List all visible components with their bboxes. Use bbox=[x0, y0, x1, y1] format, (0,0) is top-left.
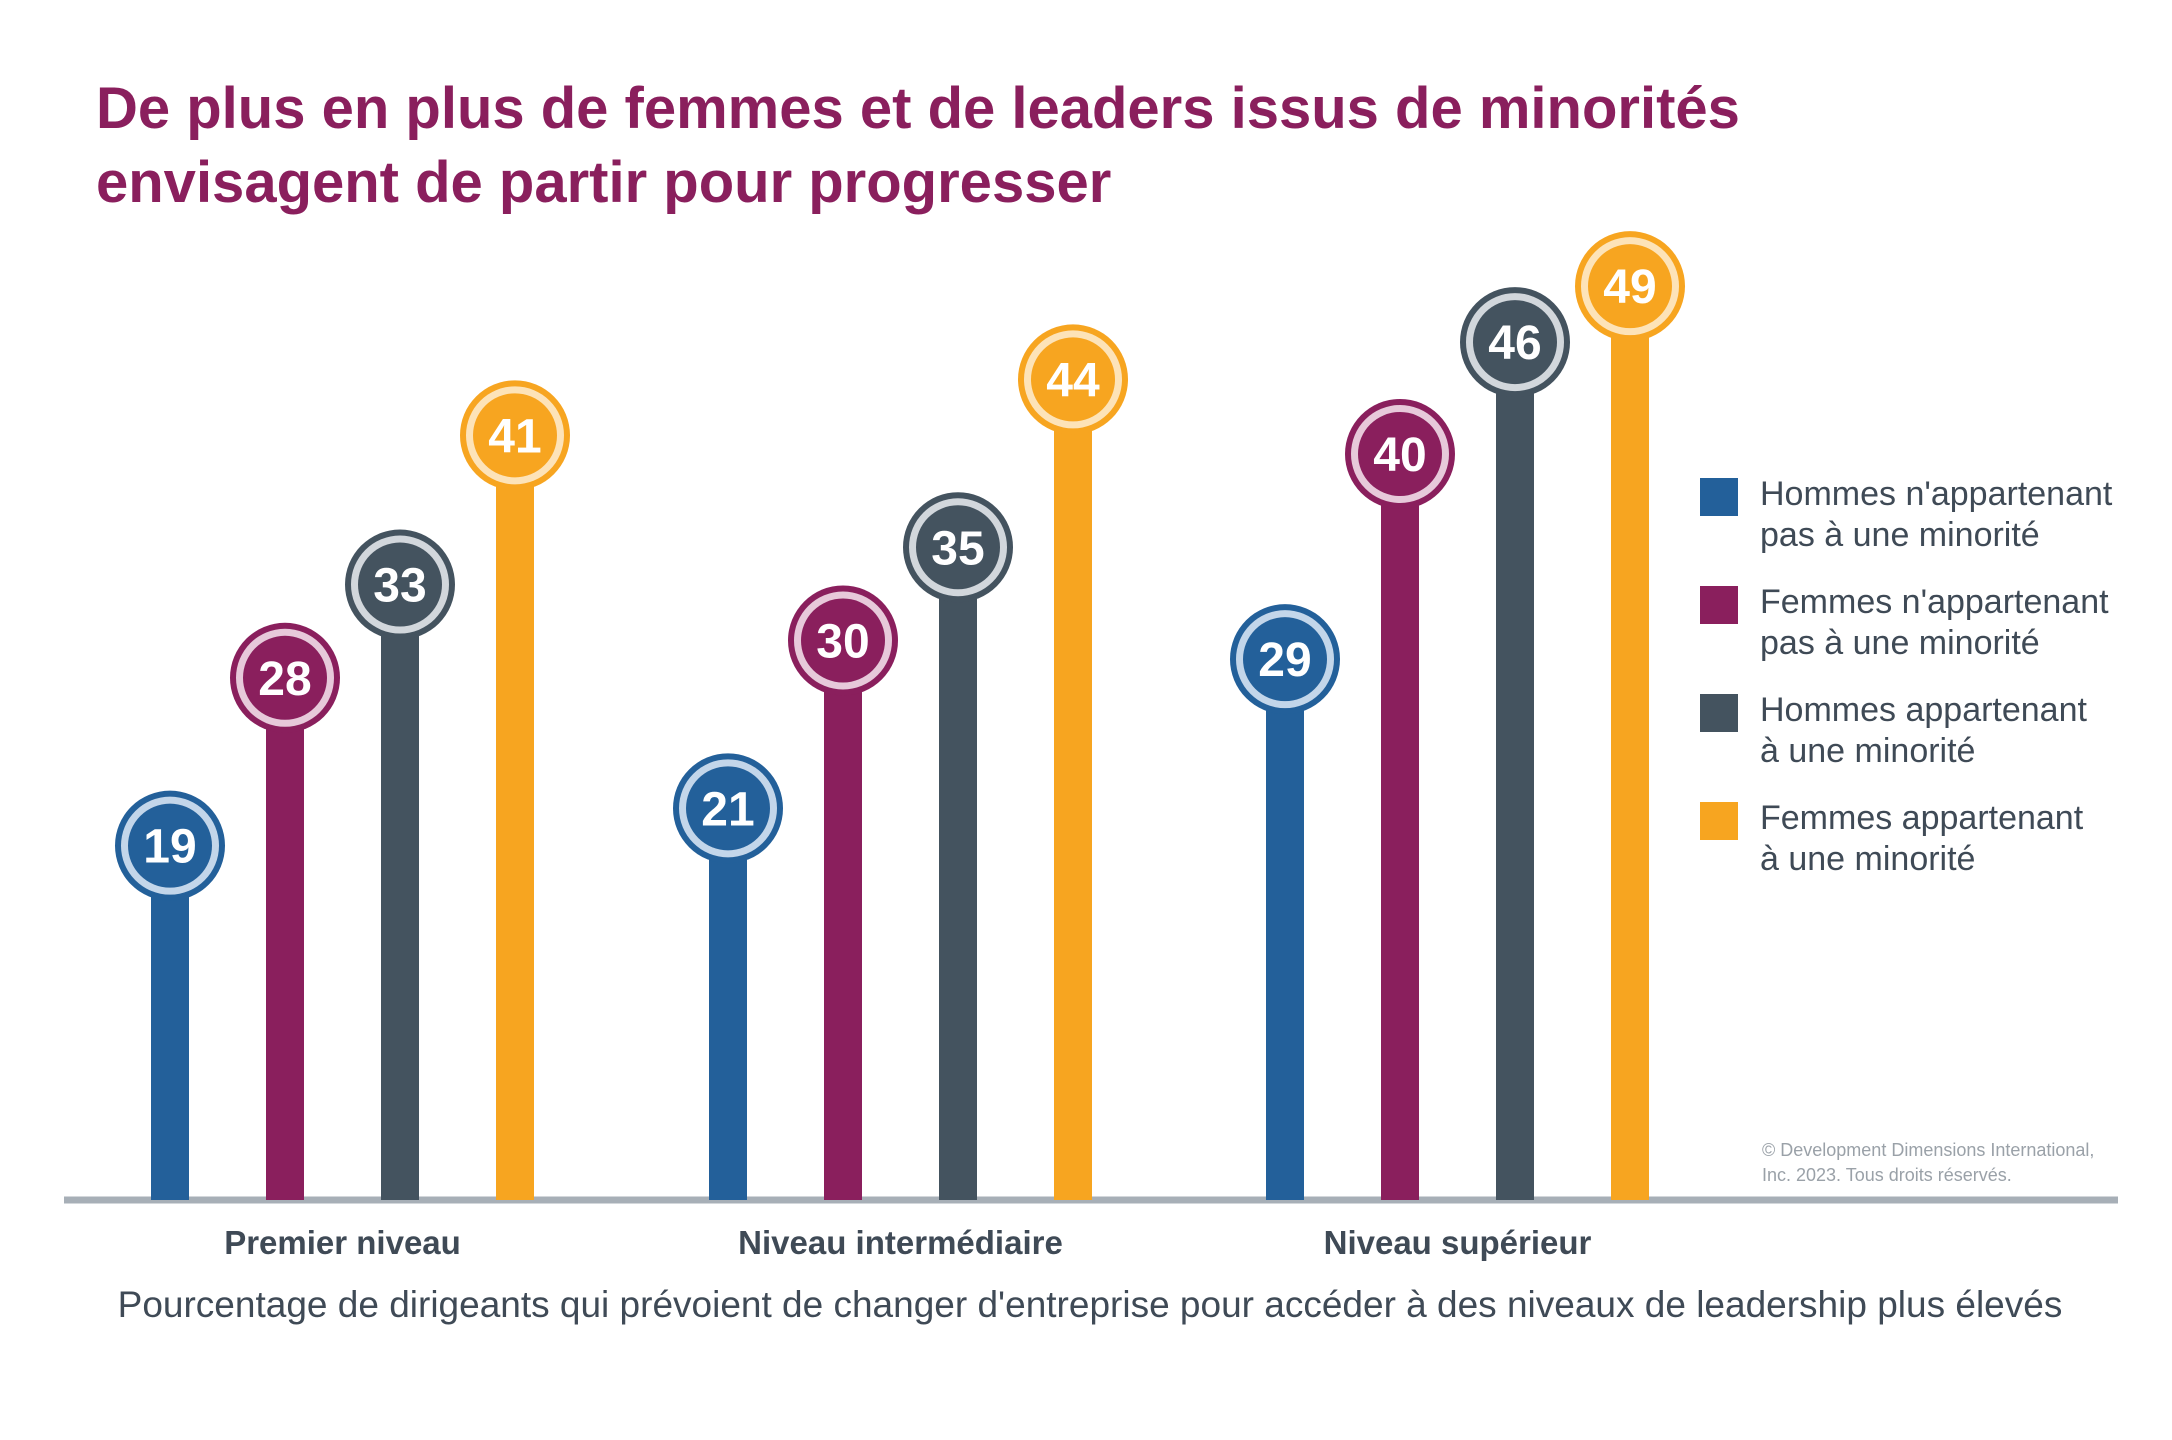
legend-item-femmes-non-minorite: Femmes n'appartenant pas à une minorité bbox=[1700, 582, 2140, 690]
legend-swatch bbox=[1700, 802, 1738, 840]
marker-core bbox=[1358, 412, 1442, 496]
bar-stem bbox=[496, 435, 534, 1201]
data-label: 49 bbox=[1603, 261, 1656, 314]
legend-swatch bbox=[1700, 586, 1738, 624]
legend-item-hommes-minorite: Hommes appartenant à une minorité bbox=[1700, 690, 2140, 798]
data-label: 40 bbox=[1373, 429, 1426, 482]
bar-stem bbox=[381, 584, 419, 1200]
data-label: 35 bbox=[931, 522, 984, 575]
data-label: 46 bbox=[1488, 317, 1541, 370]
legend-swatch bbox=[1700, 694, 1738, 732]
marker-core bbox=[473, 393, 557, 478]
bar-stem bbox=[1381, 454, 1419, 1200]
data-label: 41 bbox=[488, 410, 541, 463]
bar-stem bbox=[709, 808, 747, 1200]
bar-stem bbox=[1266, 659, 1304, 1200]
marker-core bbox=[1588, 244, 1672, 329]
bar-stem bbox=[824, 640, 862, 1200]
marker-core bbox=[358, 542, 442, 627]
data-label: 44 bbox=[1046, 354, 1100, 407]
copyright-line-1: © Development Dimensions International, bbox=[1762, 1140, 2095, 1160]
category-label: Premier niveau bbox=[224, 1224, 461, 1261]
data-label: 19 bbox=[143, 821, 196, 874]
bar-stem bbox=[151, 845, 189, 1200]
marker-core bbox=[801, 598, 885, 683]
legend-label: Hommes appartenant à une minorité bbox=[1760, 691, 2087, 770]
bar-stem bbox=[1496, 342, 1534, 1201]
chart-title-line-2: envisagent de partir pour progresser bbox=[96, 150, 1112, 215]
marker-core bbox=[1243, 617, 1327, 702]
marker-core bbox=[128, 803, 212, 888]
category-label: Niveau supérieur bbox=[1324, 1224, 1592, 1261]
data-label: 21 bbox=[701, 783, 754, 836]
bar-stem bbox=[1054, 379, 1092, 1200]
legend: Hommes n'appartenant pas à une minorité … bbox=[1700, 474, 2140, 906]
legend-item-hommes-non-minorite: Hommes n'appartenant pas à une minorité bbox=[1700, 474, 2140, 582]
data-label: 29 bbox=[1258, 634, 1311, 687]
chart-title: De plus en plus de femmes et de leaders … bbox=[96, 72, 2046, 220]
copyright-line-2: Inc. 2023. Tous droits réservés. bbox=[1762, 1165, 2012, 1185]
data-label: 28 bbox=[258, 653, 311, 706]
category-label: Niveau intermédiaire bbox=[738, 1224, 1063, 1261]
legend-item-femmes-minorite: Femmes appartenant à une minorité bbox=[1700, 798, 2140, 906]
data-label: 33 bbox=[373, 560, 426, 613]
marker-core bbox=[686, 766, 770, 851]
legend-swatch bbox=[1700, 478, 1738, 516]
marker-core bbox=[916, 505, 1000, 590]
legend-label: Hommes n'appartenant pas à une minorité bbox=[1760, 475, 2113, 554]
copyright-notice: © Development Dimensions International, … bbox=[1762, 1138, 2142, 1188]
marker-core bbox=[243, 635, 327, 720]
legend-label: Femmes n'appartenant pas à une minorité bbox=[1760, 583, 2109, 662]
data-label: 30 bbox=[816, 616, 869, 669]
marker-core bbox=[1473, 300, 1557, 385]
bar-stem bbox=[1611, 286, 1649, 1200]
bar-stem bbox=[266, 677, 304, 1200]
legend-label: Femmes appartenant à une minorité bbox=[1760, 799, 2084, 878]
marker-core bbox=[1031, 337, 1115, 422]
chart-title-line-1: De plus en plus de femmes et de leaders … bbox=[96, 76, 1740, 141]
chart-subtitle: Pourcentage de dirigeants qui prévoient … bbox=[117, 1284, 2063, 1325]
bar-stem bbox=[939, 547, 977, 1200]
